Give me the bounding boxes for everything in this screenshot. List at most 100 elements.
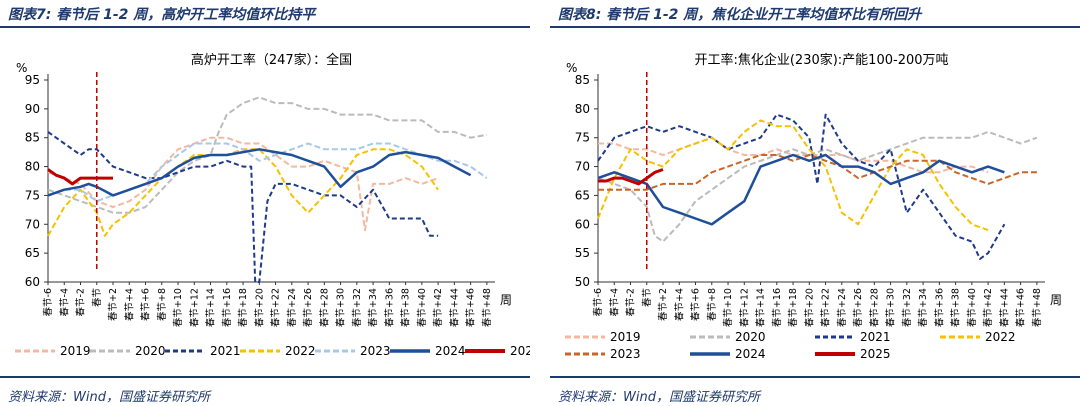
left-figure-panel: 图表7: 春节后 1-2 周，高炉开工率均值环比持平 高炉开工率（247家）：全… [0,0,530,406]
legend-label-2024: 2024 [435,344,466,358]
x-tick-label: 春节+16 [771,288,783,327]
x-tick-label: 春节+12 [188,288,200,327]
x-tick-label: 春节+26 [302,288,314,327]
x-tick-label: 春节+20 [253,288,265,327]
figure-title: 图表8: 春节后 1-2 周，焦化企业开工率均值环比有所回升 [558,7,922,23]
x-tick-label: 春节-4 [608,288,620,316]
x-tick-label: 春节+44 [998,288,1010,327]
x-tick-label: 春节+40 [416,288,428,327]
x-tick-label: 春节+2 [107,288,119,321]
y-tick-label: 65 [25,246,40,260]
legend-label-2021: 2021 [210,344,241,358]
x-tick-label: 春节+22 [820,288,832,327]
x-tick-label: 春节+16 [221,288,233,327]
y-tick-label: 80 [25,160,40,174]
chart-title: 高炉开工率（247家）：全国 [191,52,352,68]
y-tick-label: 70 [25,217,40,231]
x-tick-label: 春节+20 [803,288,815,327]
x-tick-label: 春节+36 [383,288,395,327]
legend-label-2022: 2022 [285,344,316,358]
x-tick-label: 春节+44 [448,288,460,327]
y-tick-label: 60 [575,217,590,231]
chart-title: 开工率:焦化企业(230家):产能100-200万吨 [694,52,948,68]
x-tick-label: 春节+14 [755,288,767,327]
x-tick-label: 春节 [91,288,103,307]
x-tick-label: 春节+6 [140,288,152,321]
legend-label-2019: 2019 [60,344,91,358]
x-tick-label: 春节+28 [868,288,880,327]
title-rule [550,26,1080,28]
y-tick-label: 65 [575,188,590,202]
y-tick-label: 75 [25,188,40,202]
figure-title: 图表7: 春节后 1-2 周，高炉开工率均值环比持平 [8,7,316,23]
legend-label-2019: 2019 [610,330,641,344]
x-tick-label: 春节+14 [205,288,217,327]
series-line-2025 [598,168,664,186]
x-tick-label: 春节+12 [738,288,750,327]
series-line-2024 [597,153,1005,226]
x-tick-label: 春节-4 [58,288,70,316]
x-tick-label: 春节+24 [286,288,298,327]
x-tick-label: 春节 [641,288,653,307]
x-tick-label: 春节+46 [1015,288,1027,327]
legend-label-2025: 2025 [510,344,530,358]
source-note: 资料来源：Wind，国盛证券研究所 [558,390,760,405]
x-tick-label: 春节+32 [351,288,363,327]
right-figure-panel: 图表8: 春节后 1-2 周，焦化企业开工率均值环比有所回升 开工率:焦化企业(… [550,0,1080,406]
series-line-2020 [597,130,1038,243]
series-line-2020 [47,96,488,214]
legend-label-2020: 2020 [135,344,166,358]
x-tick-label: 春节+32 [901,288,913,327]
x-tick-label: 春节+8 [706,288,718,321]
source-note: 资料来源：Wind，国盛证券研究所 [8,390,210,405]
x-tick-label: 春节+48 [1031,288,1043,327]
x-tick-label: 春节+28 [318,288,330,327]
footer-rule [550,376,1080,378]
x-tick-label: 春节+38 [400,288,412,327]
x-tick-label: 春节+38 [950,288,962,327]
series-line-2023 [47,142,488,203]
legend-label-2023: 2023 [610,347,641,361]
y-tick-label: 50 [575,275,590,289]
x-tick-label: 春节+46 [465,288,477,327]
x-tick-label: 春节+22 [270,288,282,327]
series-line-2022 [47,148,439,237]
x-tick-label: 春节+2 [657,288,669,321]
series-line-2024 [47,148,472,197]
y-tick-label: 85 [25,131,40,145]
blast-furnace-utilization-chart: 高炉开工率（247家）：全国% 60 65 70 75 80 85 90 95 春节-6 春节-4 春… [15,52,530,358]
y-tick-label: 85 [575,73,590,87]
x-tick-label: 春节+30 [885,288,897,327]
legend-label-2020: 2020 [735,330,766,344]
series-line-2022 [597,119,989,232]
y-tick-label: 70 [575,160,590,174]
y-tick-label: 95 [25,73,40,87]
x-tick-label: 春节+6 [690,288,702,321]
series-line-2021 [597,113,1006,260]
x-tick-label: 春节+4 [123,288,135,321]
y-axis-unit: % [16,61,27,75]
y-tick-label: 60 [25,275,40,289]
x-axis-unit: 周 [1050,293,1062,307]
legend-label-2022: 2022 [985,330,1016,344]
legend-label-2025: 2025 [860,347,891,361]
y-tick-label: 80 [575,102,590,116]
x-tick-label: 春节+8 [156,288,168,321]
series-line-2019 [598,136,989,174]
x-tick-label: 春节-2 [625,288,637,316]
x-tick-label: 春节-6 [592,288,604,316]
x-tick-label: 春节+18 [237,288,249,327]
x-tick-label: 春节+24 [836,288,848,327]
coking-utilization-chart: 开工率:焦化企业(230家):产能100-200万吨% 50 55 60 65 70 75 8… [565,52,1062,361]
x-tick-label: 春节+48 [481,288,493,327]
x-tick-label: 春节+10 [172,288,184,327]
x-tick-label: 春节+42 [982,288,994,327]
x-tick-label: 春节+42 [432,288,444,327]
y-axis-unit: % [566,61,577,75]
legend-label-2023: 2023 [360,344,391,358]
series-line-2025 [47,168,113,186]
x-tick-label: 春节-6 [42,288,54,316]
x-tick-label: 春节+40 [966,288,978,327]
x-tick-label: 春节+34 [917,288,929,327]
x-tick-label: 春节+30 [335,288,347,327]
